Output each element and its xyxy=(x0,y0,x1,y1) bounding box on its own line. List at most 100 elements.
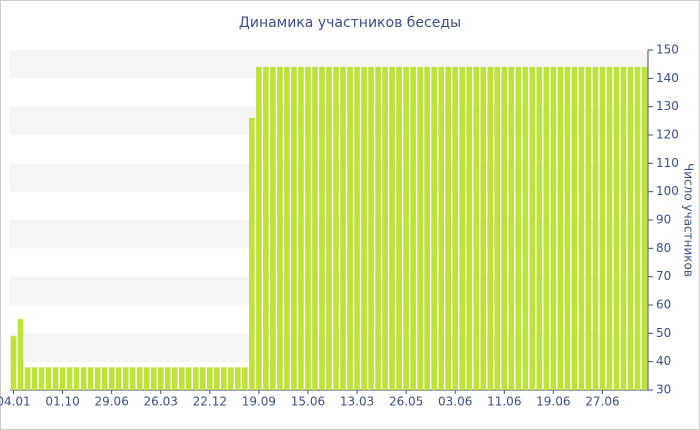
bar xyxy=(557,67,564,390)
bar xyxy=(333,67,339,390)
bar xyxy=(473,67,480,390)
bar xyxy=(80,367,87,390)
y-tick-label: 70 xyxy=(656,269,671,283)
bar xyxy=(361,67,367,390)
x-tick-label: 11.06 xyxy=(487,395,521,409)
bar xyxy=(157,367,164,390)
chart-title: Динамика участников беседы xyxy=(239,15,461,31)
bar xyxy=(242,367,248,390)
y-tick-label: 140 xyxy=(656,71,679,85)
bar xyxy=(522,67,529,390)
bar xyxy=(466,67,473,390)
bar xyxy=(298,67,304,390)
y-tick-label: 130 xyxy=(656,99,679,113)
bar xyxy=(256,67,262,390)
bar xyxy=(150,367,157,390)
bar xyxy=(66,367,73,390)
bar xyxy=(606,67,613,390)
bar xyxy=(115,367,122,390)
bar xyxy=(45,367,52,390)
bar xyxy=(403,67,409,390)
bar xyxy=(164,367,171,390)
bar xyxy=(494,67,501,390)
bar xyxy=(38,367,45,390)
bar xyxy=(396,67,402,390)
bar xyxy=(347,67,353,390)
bar xyxy=(270,67,276,390)
bar xyxy=(571,67,578,390)
bar xyxy=(354,67,360,390)
bar xyxy=(17,319,24,390)
x-tick-label: 03.06 xyxy=(438,395,472,409)
bar xyxy=(641,67,648,390)
y-tick-label: 150 xyxy=(656,43,679,57)
bar xyxy=(305,67,311,390)
x-tick-label: 04.01 xyxy=(0,395,31,409)
bar xyxy=(410,67,416,390)
y-tick-label: 40 xyxy=(656,354,671,368)
bar xyxy=(375,67,381,390)
y-tick-label: 110 xyxy=(656,156,679,170)
bar xyxy=(417,67,423,390)
bar xyxy=(431,67,437,390)
bar xyxy=(319,67,325,390)
bar xyxy=(585,67,592,390)
bar xyxy=(452,67,459,390)
bar xyxy=(326,67,332,390)
bar xyxy=(221,367,227,390)
bar xyxy=(578,67,585,390)
bar xyxy=(192,367,199,390)
bar xyxy=(613,67,620,390)
bar xyxy=(445,67,451,390)
bar xyxy=(59,367,66,390)
bar xyxy=(284,67,290,390)
bar xyxy=(382,67,388,390)
bar xyxy=(634,67,641,390)
bar xyxy=(487,67,494,390)
bar xyxy=(424,67,430,390)
bar xyxy=(599,67,606,390)
bar xyxy=(31,367,38,390)
bar xyxy=(312,67,318,390)
x-tick-label: 26.05 xyxy=(389,395,423,409)
bar xyxy=(564,67,571,390)
bar xyxy=(136,367,143,390)
bar xyxy=(501,67,508,390)
y-tick-label: 100 xyxy=(656,184,679,198)
bar xyxy=(459,67,466,390)
y-tick-label: 60 xyxy=(656,298,671,312)
bar xyxy=(129,367,136,390)
y-tick-label: 50 xyxy=(656,326,671,340)
bar xyxy=(94,367,101,390)
bar xyxy=(249,118,255,390)
x-tick-label: 13.03 xyxy=(340,395,374,409)
y-tick-label: 80 xyxy=(656,241,671,255)
x-tick-label: 22.12 xyxy=(193,395,227,409)
bar xyxy=(171,367,178,390)
bar xyxy=(185,367,192,390)
bar xyxy=(368,67,374,390)
bar xyxy=(291,67,297,390)
x-tick-label: 01.10 xyxy=(45,395,79,409)
bar xyxy=(199,367,206,390)
bar xyxy=(592,67,599,390)
y-tick-label: 90 xyxy=(656,213,671,227)
bar xyxy=(627,67,634,390)
bar xyxy=(52,367,59,390)
bar xyxy=(108,367,115,390)
bar xyxy=(480,67,487,390)
x-tick-label: 26.03 xyxy=(144,395,178,409)
bar xyxy=(10,336,17,390)
bar xyxy=(87,367,94,390)
x-tick-label: 15.06 xyxy=(291,395,325,409)
y-tick-label: 120 xyxy=(656,128,679,142)
bar xyxy=(536,67,543,390)
bar xyxy=(178,367,185,390)
bar xyxy=(122,367,129,390)
bar xyxy=(101,367,108,390)
bar xyxy=(550,67,557,390)
x-tick-label: 19.09 xyxy=(242,395,276,409)
bar xyxy=(143,367,150,390)
bar xyxy=(235,367,241,390)
